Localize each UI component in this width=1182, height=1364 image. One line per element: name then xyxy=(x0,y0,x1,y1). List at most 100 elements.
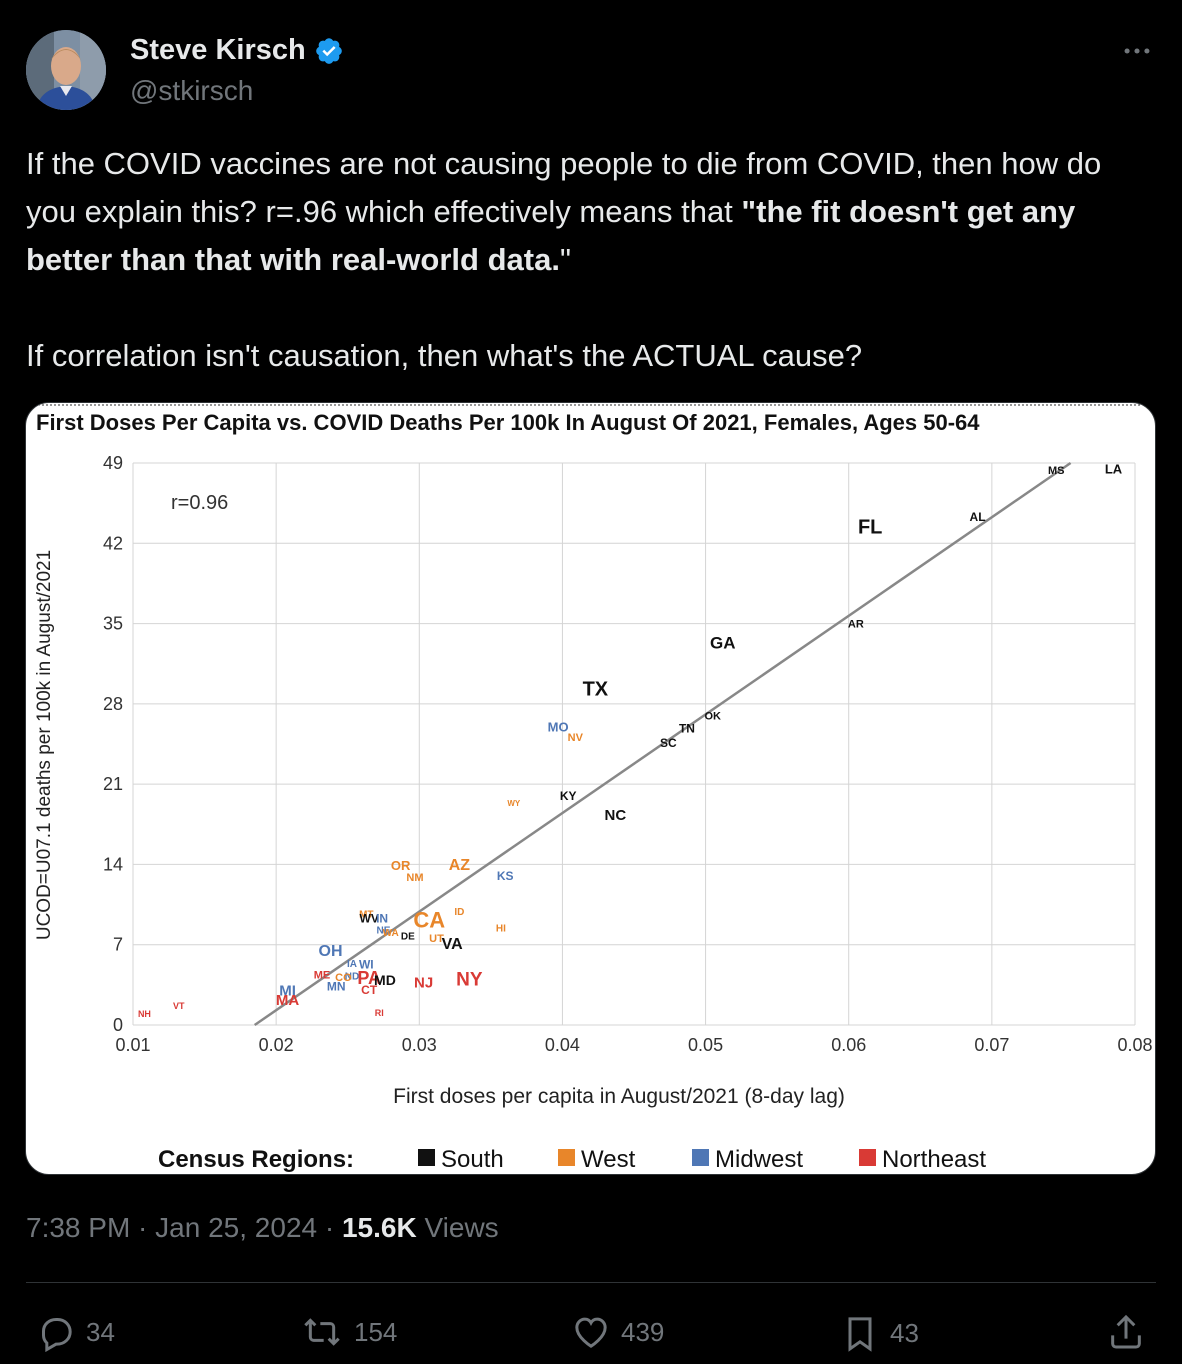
x-tick-label: 0.03 xyxy=(402,1035,437,1055)
reply-icon xyxy=(42,1318,72,1352)
point-label-wa: WA xyxy=(383,928,399,939)
y-tick-label: 7 xyxy=(113,935,123,955)
tweet-meta: 7:38 PM · Jan 25, 2024 · 15.6K Views xyxy=(26,1212,499,1243)
share-icon xyxy=(1111,1314,1141,1349)
point-label-mo: MO xyxy=(548,719,569,734)
point-label-va: VA xyxy=(442,936,463,953)
point-label-sc: SC xyxy=(660,736,677,750)
y-tick-label: 14 xyxy=(103,854,123,874)
point-label-ca: CA xyxy=(413,908,445,933)
like-button[interactable]: 439 xyxy=(571,1312,664,1352)
tweet-time[interactable]: 7:38 PM xyxy=(26,1212,131,1243)
x-tick-label: 0.08 xyxy=(1117,1035,1152,1055)
point-label-tx: TX xyxy=(583,678,609,700)
y-axis-label: UCOD=U07.1 deaths per 100k in August/202… xyxy=(34,550,55,940)
point-label-wv: WV xyxy=(360,912,379,926)
share-button[interactable] xyxy=(1106,1312,1146,1352)
point-label-de: DE xyxy=(401,931,415,942)
verified-badge-icon xyxy=(315,37,342,64)
avatar-image xyxy=(26,30,106,110)
y-tick-label: 0 xyxy=(113,1015,123,1035)
author-handle[interactable]: @stkirsch xyxy=(130,75,254,106)
y-tick-label: 21 xyxy=(103,774,123,794)
point-label-wi: WI xyxy=(359,958,374,972)
point-label-ks: KS xyxy=(497,869,514,883)
y-tick-label: 35 xyxy=(103,614,123,634)
views-count: 15.6K xyxy=(341,1212,417,1243)
point-label-ia: IA xyxy=(347,959,357,970)
legend-swatch-midwest xyxy=(692,1149,709,1166)
point-label-al: AL xyxy=(970,510,986,524)
author-name[interactable]: Steve Kirsch xyxy=(130,34,306,66)
point-label-fl: FL xyxy=(858,517,882,539)
legend-label-west: West xyxy=(581,1146,636,1173)
point-label-md: MD xyxy=(374,972,396,988)
point-label-id: ID xyxy=(454,907,464,918)
more-dots-icon xyxy=(1124,48,1150,54)
divider xyxy=(26,1282,1156,1283)
point-label-wy: WY xyxy=(507,799,521,808)
point-label-ne: NE xyxy=(377,926,391,937)
y-tick-label: 42 xyxy=(103,533,123,553)
tweet-closing-quote: " xyxy=(559,242,571,277)
bookmark-button[interactable]: 43 xyxy=(840,1312,919,1354)
repost-count: 154 xyxy=(354,1316,398,1347)
point-label-az: AZ xyxy=(449,857,471,874)
point-label-ut: UT xyxy=(429,933,444,945)
point-label-oh: OH xyxy=(319,943,343,960)
x-tick-label: 0.05 xyxy=(688,1035,723,1055)
avatar[interactable] xyxy=(26,30,106,110)
point-label-ar: AR xyxy=(848,619,864,631)
chart-image-card[interactable]: First Doses Per Capita vs. COVID Deaths … xyxy=(25,402,1156,1175)
point-label-hi: HI xyxy=(496,923,506,934)
tweet-line-1: If the COVID vaccines are not causing pe… xyxy=(26,146,1102,229)
chart-title: First Doses Per Capita vs. COVID Deaths … xyxy=(36,410,980,435)
point-label-or: OR xyxy=(391,858,411,873)
reply-button[interactable]: 34 xyxy=(36,1312,115,1352)
bookmark-icon xyxy=(848,1317,872,1352)
legend-label-south: South xyxy=(441,1146,504,1173)
tweet-bold-quote: "the fit doesn't get any better than tha… xyxy=(26,194,1076,277)
point-label-nc: NC xyxy=(605,807,627,824)
point-label-ri: RI xyxy=(375,1008,384,1018)
point-label-tn: TN xyxy=(679,721,695,735)
point-label-pa: PA xyxy=(357,968,381,988)
more-options-button[interactable] xyxy=(1120,34,1154,73)
y-tick-label: 49 xyxy=(103,453,123,473)
legend-swatch-south xyxy=(418,1149,435,1166)
point-label-ky: KY xyxy=(560,789,577,803)
point-label-ms: MS xyxy=(1048,465,1065,477)
x-tick-label: 0.02 xyxy=(259,1035,294,1055)
bookmark-count: 43 xyxy=(890,1317,919,1348)
scatter-chart: First Doses Per Capita vs. COVID Deaths … xyxy=(34,404,1153,1173)
point-label-nm: NM xyxy=(406,872,423,884)
point-label-ny: NY xyxy=(456,969,483,990)
x-tick-label: 0.07 xyxy=(974,1035,1009,1055)
point-label-mi: MI xyxy=(279,983,296,1000)
legend-swatch-northeast xyxy=(859,1149,876,1166)
point-label-me: ME xyxy=(314,970,331,982)
repost-button[interactable]: 154 xyxy=(300,1312,397,1352)
legend-swatch-west xyxy=(558,1149,575,1166)
point-label-nh: NH xyxy=(138,1009,151,1019)
y-tick-label: 28 xyxy=(103,694,123,714)
heart-icon xyxy=(575,1317,607,1348)
point-label-nv: NV xyxy=(568,732,584,744)
point-label-nj: NJ xyxy=(414,975,433,992)
author-name-row[interactable]: Steve Kirsch xyxy=(130,34,344,67)
point-label-co: CO xyxy=(335,972,352,984)
tweet-text: If the COVID vaccines are not causing pe… xyxy=(26,140,1146,380)
tweet-line-2: If correlation isn't causation, then wha… xyxy=(26,338,863,373)
point-label-nd: ND xyxy=(345,971,359,982)
tweet-date[interactable]: Jan 25, 2024 xyxy=(155,1212,318,1243)
views-label: Views xyxy=(424,1212,499,1243)
point-label-mt: MT xyxy=(359,910,373,921)
x-tick-label: 0.06 xyxy=(831,1035,866,1055)
x-tick-label: 0.04 xyxy=(545,1035,580,1055)
reply-count: 34 xyxy=(86,1316,115,1347)
legend-title: Census Regions: xyxy=(158,1146,354,1173)
point-label-ga: GA xyxy=(710,634,736,653)
point-label-ok: OK xyxy=(704,710,721,722)
point-label-mn: MN xyxy=(327,979,346,993)
point-label-in: IN xyxy=(376,912,388,926)
